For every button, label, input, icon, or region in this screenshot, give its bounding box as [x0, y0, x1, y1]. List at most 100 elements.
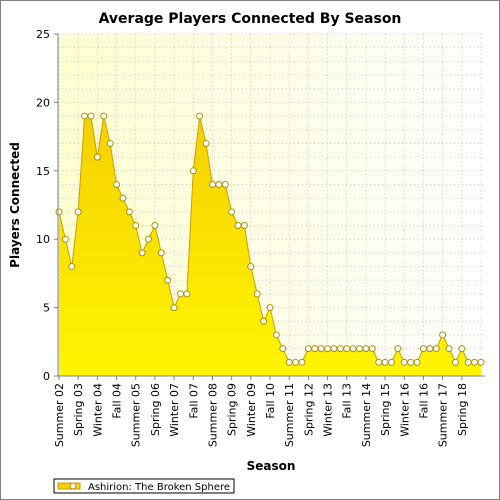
data-point: [55, 208, 63, 216]
data-point: [381, 358, 389, 366]
x-tick-label: Fall 07: [187, 383, 200, 419]
x-tick-label: Spring 12: [302, 383, 315, 436]
data-point: [234, 222, 242, 230]
legend: Ashirion: The Broken Sphere: [53, 478, 235, 494]
data-point: [413, 358, 421, 366]
x-tick-label: Fall 16: [417, 383, 430, 419]
x-tick-label: Spring 18: [456, 383, 469, 436]
x-tick-label: Summer 05: [130, 383, 143, 447]
data-point: [292, 358, 300, 366]
x-tick-label: Summer 02: [53, 383, 66, 447]
data-point: [311, 345, 319, 353]
x-axis-ticks: Summer 02 Spring 03 Winter 04 Fall 04 Summer…: [53, 376, 469, 447]
data-point: [362, 345, 370, 353]
series-area-fill: [59, 116, 481, 376]
legend-box: [53, 478, 235, 494]
x-tick-label: Fall 04: [111, 383, 124, 419]
x-tick-label: Spring 09: [226, 383, 239, 436]
data-point: [471, 358, 479, 366]
data-point: [228, 208, 236, 216]
legend-swatch: [57, 482, 81, 490]
x-tick-label: Winter 16: [398, 383, 411, 437]
y-axis-label: Players Connected: [8, 142, 22, 268]
x-tick-label: Summer 08: [206, 383, 219, 447]
data-point: [74, 208, 82, 216]
data-point: [87, 112, 95, 120]
data-point: [330, 345, 338, 353]
data-point: [157, 249, 165, 257]
data-point: [298, 358, 306, 366]
data-point: [164, 276, 172, 284]
data-point: [464, 358, 472, 366]
data-point: [272, 331, 280, 339]
data-point: [202, 139, 210, 147]
y-tick-label: 5: [43, 302, 50, 315]
data-point: [394, 345, 402, 353]
series-markers: [55, 112, 485, 366]
x-tick-label: Spring 03: [72, 383, 85, 436]
legend-label: Ashirion: The Broken Sphere: [88, 482, 230, 493]
legend-marker: [69, 482, 77, 490]
data-point: [426, 345, 434, 353]
x-axis-label: Season: [247, 459, 296, 473]
data-point: [240, 222, 248, 230]
data-point: [125, 208, 133, 216]
y-tick-label: 20: [36, 96, 50, 109]
data-point: [208, 180, 216, 188]
x-tick-label: Summer 11: [283, 383, 296, 447]
data-point: [189, 167, 197, 175]
data-point: [61, 235, 69, 243]
y-axis-ticks: 0 5 10 15 20 25: [36, 28, 58, 383]
data-point: [356, 345, 364, 353]
data-point: [151, 222, 159, 230]
data-point: [324, 345, 332, 353]
data-point: [304, 345, 312, 353]
data-point: [170, 304, 178, 312]
data-point: [419, 345, 427, 353]
x-tick-label: Summer 17: [437, 383, 450, 447]
data-point: [68, 263, 76, 271]
data-point: [93, 153, 101, 161]
x-tick-label: Winter 13: [322, 383, 335, 437]
data-point: [368, 345, 376, 353]
data-point: [132, 222, 140, 230]
data-point: [183, 290, 191, 298]
data-point: [458, 345, 466, 353]
x-tick-label: Fall 10: [264, 383, 277, 419]
data-point: [176, 290, 184, 298]
data-point: [113, 180, 121, 188]
data-point: [145, 235, 153, 243]
data-point: [247, 263, 255, 271]
data-point: [432, 345, 440, 353]
data-point: [221, 180, 229, 188]
data-point: [106, 139, 114, 147]
data-point: [349, 345, 357, 353]
data-point: [400, 358, 408, 366]
x-tick-label: Spring 15: [379, 383, 392, 436]
data-point: [253, 290, 261, 298]
data-point: [407, 358, 415, 366]
data-point: [477, 358, 485, 366]
data-point: [375, 358, 383, 366]
y-tick-label: 10: [36, 233, 50, 246]
chart-title: Average Players Connected By Season: [99, 11, 402, 27]
data-point: [317, 345, 325, 353]
x-tick-label: Fall 13: [341, 383, 354, 419]
data-point: [279, 345, 287, 353]
data-point: [119, 194, 127, 202]
x-tick-label: Winter 07: [168, 383, 181, 437]
data-point: [439, 331, 447, 339]
x-tick-label: Winter 09: [245, 383, 258, 437]
data-point: [266, 304, 274, 312]
data-point: [196, 112, 204, 120]
y-tick-label: 15: [36, 165, 50, 178]
x-tick-label: Spring 06: [149, 383, 162, 436]
data-point: [285, 358, 293, 366]
data-point: [138, 249, 146, 257]
data-point: [100, 112, 108, 120]
data-point: [343, 345, 351, 353]
data-point: [215, 180, 223, 188]
y-tick-label: 25: [36, 28, 50, 41]
